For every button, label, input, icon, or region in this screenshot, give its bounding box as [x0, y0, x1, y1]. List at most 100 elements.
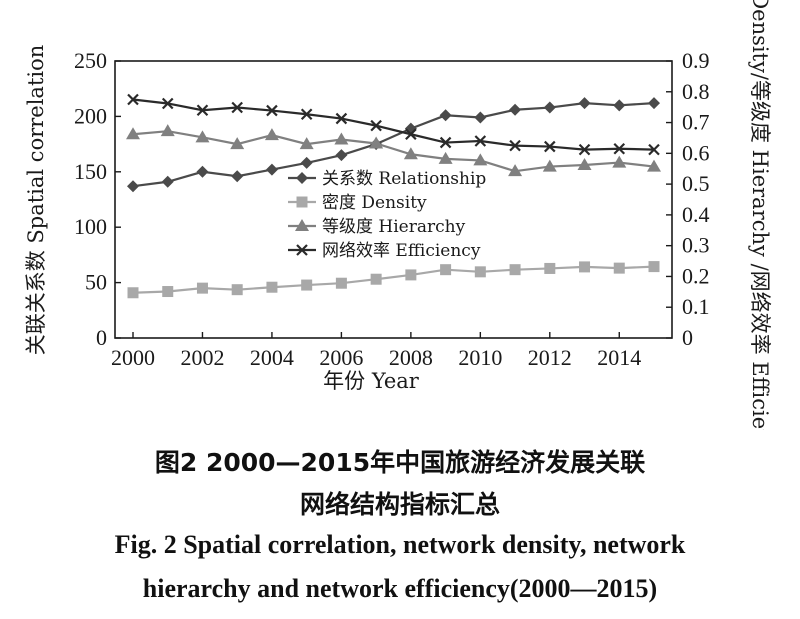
- relationship-point: [231, 170, 244, 183]
- efficiency-point: [613, 142, 626, 155]
- density-line: [132, 265, 655, 294]
- x-tick-label: 2004: [250, 345, 294, 370]
- legend-item-efficiency: 网络效率 Efficiency: [288, 241, 481, 261]
- efficiency-point: [335, 112, 348, 125]
- legend-label: 网络效率 Efficiency: [322, 241, 481, 261]
- hierarchy-point: [126, 127, 140, 140]
- hierarchy-point: [369, 136, 384, 149]
- hierarchy-point: [299, 137, 314, 150]
- density-point: [405, 269, 417, 281]
- efficiency-point: [370, 119, 382, 132]
- hierarchy-point: [334, 132, 349, 145]
- right-tick-label: 0.9: [682, 48, 710, 73]
- hierarchy-point: [647, 159, 661, 172]
- hierarchy-point: [473, 153, 488, 166]
- relationship-point: [300, 156, 313, 169]
- efficiency-point: [127, 93, 139, 106]
- left-tick-label: 250: [74, 48, 107, 73]
- density-point: [440, 264, 452, 276]
- density-point: [648, 261, 660, 273]
- efficiency-point: [405, 128, 417, 141]
- efficiency-point: [578, 143, 591, 156]
- density-point: [544, 262, 556, 274]
- caption-cn-line1: 图2 2000—2015年中国旅游经济发展关联: [154, 448, 646, 477]
- efficiency-point: [161, 97, 174, 110]
- caption-cn-line2: 网络结构指标汇总: [299, 490, 500, 519]
- relationship-line: [132, 101, 655, 188]
- relationship-point: [648, 97, 660, 110]
- hierarchy-point: [403, 147, 418, 160]
- right-tick-label: 0.3: [682, 233, 710, 258]
- hierarchy-line: [132, 130, 655, 173]
- density-point: [301, 279, 313, 291]
- left-tick-label: 0: [96, 325, 107, 350]
- density-point: [613, 262, 625, 274]
- efficiency-point: [439, 136, 452, 149]
- legend-label: 关系数 Relationship: [322, 169, 486, 189]
- plot-frame: [114, 60, 673, 339]
- efficiency-point: [231, 101, 243, 114]
- density-point: [474, 266, 486, 278]
- left-tick-label: 150: [74, 159, 107, 184]
- legend-marker: [295, 219, 309, 231]
- hierarchy-point: [612, 155, 627, 168]
- series-hierarchy: [126, 124, 661, 177]
- right-tick-label: 0.2: [682, 263, 710, 288]
- efficiency-point: [196, 104, 209, 117]
- left-tick-label: 100: [74, 214, 107, 239]
- legend-item-hierarchy: 等级度 Hierarchy: [288, 217, 466, 237]
- right-tick-label: 0.1: [682, 294, 710, 319]
- series-density: [127, 261, 660, 299]
- x-tick-label: 2002: [180, 345, 224, 370]
- density-point: [231, 284, 243, 296]
- relationship-point: [127, 180, 139, 193]
- series-relationship: [127, 97, 660, 193]
- efficiency-line: [132, 98, 655, 151]
- series-efficiency: [127, 93, 660, 156]
- relationship-point: [474, 111, 487, 124]
- density-point: [370, 273, 382, 285]
- left-tick-label: 200: [74, 103, 107, 128]
- legend-label: 密度 Density: [322, 193, 427, 213]
- x-tick-label: 2000: [111, 345, 155, 370]
- x-tick-label: 2010: [458, 345, 502, 370]
- right-tick-label: 0: [682, 325, 693, 350]
- chart: 0 50 100 150 200 250 0 0.1 0.2 0.3 0.4 0.5 0.6 0.7 0.…: [24, 0, 772, 430]
- right-tick-label: 0.6: [682, 140, 710, 165]
- density-point: [196, 282, 208, 294]
- density-point: [579, 261, 591, 273]
- caption-en-line1: Fig. 2 Spatial correlation, network dens…: [114, 530, 686, 559]
- relationship-point: [578, 97, 591, 110]
- legend-marker: [296, 244, 308, 256]
- x-tick-label: 2008: [389, 345, 433, 370]
- hierarchy-point: [230, 137, 245, 150]
- hierarchy-point: [264, 128, 279, 141]
- efficiency-point: [648, 143, 660, 156]
- relationship-point: [265, 163, 278, 176]
- relationship-point: [335, 149, 348, 162]
- left-tick-label: 50: [85, 270, 107, 295]
- legend-item-density: 密度 Density: [288, 193, 427, 213]
- legend-marker: [296, 172, 308, 184]
- right-tick-label: 0.4: [682, 202, 710, 227]
- right-tick-label: 0.8: [682, 79, 710, 104]
- relationship-point: [509, 103, 522, 116]
- density-point: [335, 277, 347, 289]
- efficiency-point: [474, 135, 487, 147]
- caption-en-line2: hierarchy and network efficiency(2000—20…: [142, 574, 658, 603]
- legend-marker: [296, 196, 308, 208]
- density-point: [162, 286, 174, 298]
- hierarchy-point: [160, 124, 175, 137]
- efficiency-point: [300, 108, 313, 121]
- right-tick-label: 0.5: [682, 171, 710, 196]
- hierarchy-point: [195, 130, 210, 143]
- hierarchy-point: [438, 151, 453, 164]
- efficiency-point: [544, 140, 556, 153]
- efficiency-point: [509, 139, 521, 152]
- efficiency-point: [266, 104, 278, 117]
- x-tick-label: 2014: [597, 345, 641, 370]
- left-axis-title: 关联关系数 Spatial correlation: [24, 45, 48, 356]
- legend-label: 等级度 Hierarchy: [322, 217, 466, 237]
- relationship-point: [196, 165, 209, 178]
- density-point: [509, 264, 521, 276]
